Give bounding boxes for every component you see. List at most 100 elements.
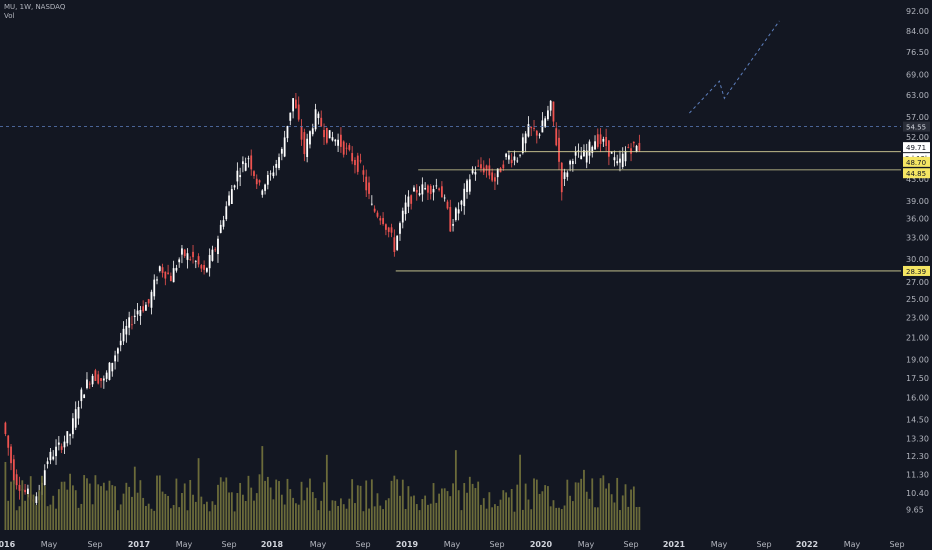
volume-bar [278,481,280,530]
candle-body [161,267,164,273]
volume-bar [153,510,156,530]
candle-body [454,208,457,220]
volume-bar [404,509,407,530]
x-tick-label: Sep [221,540,236,549]
y-tick-label: 57.00 [906,113,929,122]
volume-bar [111,485,114,530]
candle-body [502,164,505,169]
candle-body [208,255,211,269]
volume-bar [10,481,12,530]
candle-body [303,132,306,155]
volume-bar [605,488,608,530]
candle-body [460,200,463,205]
volume-bar [43,485,46,530]
candle-body [549,100,552,111]
volume-bar [421,499,424,530]
candle-body [102,378,105,381]
candle-body [370,203,373,205]
candle-body [507,155,510,160]
candle-body [52,456,55,460]
volume-bar [471,483,474,530]
candle-body [66,431,69,444]
candle-body [10,446,12,464]
candle-body [630,148,632,154]
candle-body [599,134,602,144]
x-tick-label: May [578,540,595,549]
candle-body [466,180,468,192]
volume-bar [247,475,250,530]
candle-body [613,157,616,161]
volume-bar [297,504,300,530]
candle-body [295,99,297,109]
volume-bar [460,510,463,530]
y-tick-label: 25.00 [906,295,929,304]
y-tick-label: 14.50 [906,415,929,424]
volume-bar [150,508,153,530]
volume-bar [588,498,591,530]
candle-body [627,147,630,148]
volume-bar [88,483,91,530]
volume-bar [119,504,122,530]
candle-body [457,209,460,214]
candle-body [468,179,471,192]
volume-bar [74,490,77,530]
candle-body [172,268,175,283]
volume-bar [114,486,116,530]
volume-bar [340,498,342,530]
volume-bar [507,497,510,530]
volume-bar [345,508,348,530]
volume-bar [362,511,365,530]
volume-bar [323,482,325,530]
level-label-bg [903,265,930,276]
candle-body [203,265,206,270]
y-tick-label: 69.00 [906,71,929,80]
x-tick-label: 2018 [261,540,284,549]
candle-body [638,142,641,151]
candle-body [145,304,147,311]
volume-bar [169,508,172,530]
candle-body [602,138,605,142]
candle-body [524,133,527,144]
volume-bar [228,492,230,530]
volume-bar [438,493,441,530]
volume-bar [621,495,624,530]
candle-body [480,164,482,169]
candle-body [368,182,370,194]
candle-body [446,201,449,209]
candle-body [396,235,399,250]
volume-bar [7,500,10,530]
candle-body [194,261,197,262]
volume-bar [632,486,635,530]
volume-bar [303,500,306,530]
volume-bar [527,499,530,530]
volume-bar [348,498,351,530]
volume-bar [211,501,214,530]
volume-bar [275,479,278,530]
x-tick-label: Sep [489,540,504,549]
candle-body [150,291,153,308]
candle-body [69,434,71,436]
volume-bar [552,500,555,530]
candle-body [474,171,477,175]
volume-bar [382,509,384,530]
volume-bar [566,479,569,530]
candle-body [258,180,261,183]
volume-bar [555,507,558,530]
volume-bar [108,480,111,530]
candle-body [610,152,613,154]
volume-bar [516,484,519,530]
candle-body [351,153,354,162]
volume-bar [415,504,418,530]
volume-bar [80,503,83,530]
candle-body [63,441,66,448]
candle-body [105,372,108,379]
candle-body [46,461,49,465]
candle-body [244,162,247,171]
volume-bar [94,475,97,530]
candle-body [376,212,379,217]
chart-symbol-title: MU, 1W, NASDAQ [4,3,66,11]
volume-legend-label: Vol [4,12,15,20]
candle-body [485,165,488,171]
candle-body [621,153,624,168]
